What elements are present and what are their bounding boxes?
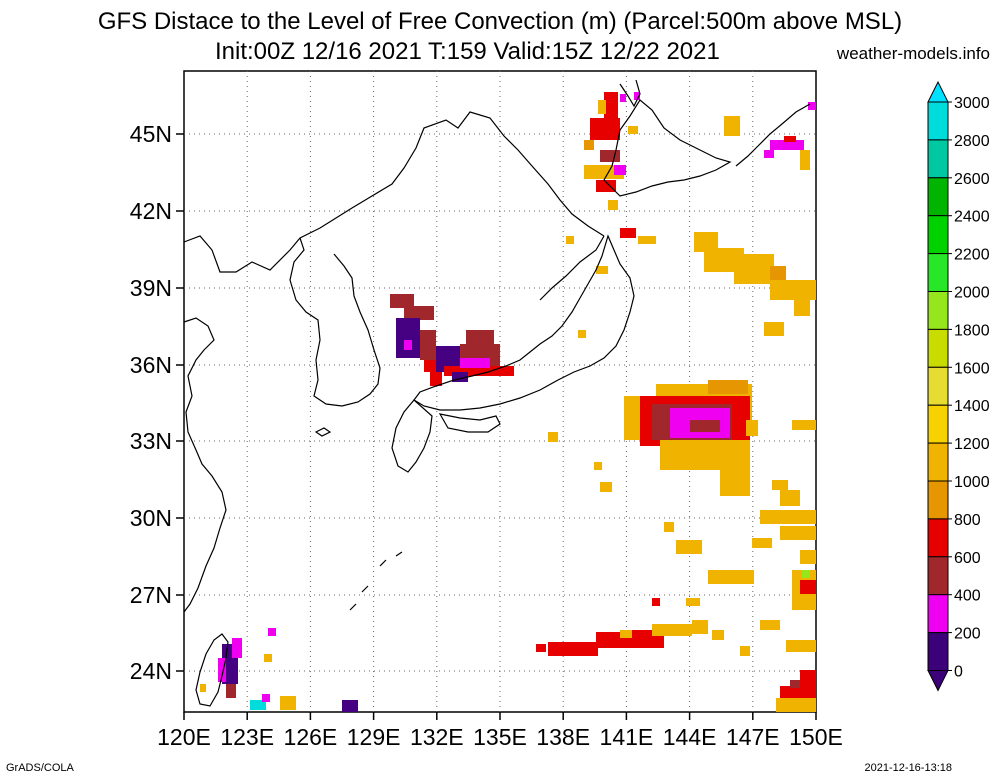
colorbar-band [927, 594, 949, 634]
colorbar-band [927, 518, 949, 558]
lon-label: 135E [473, 724, 527, 750]
lon-label: 120E [157, 724, 211, 750]
map-title: GFS Distace to the Level of Free Convect… [97, 8, 903, 35]
colorbar-band [927, 404, 949, 444]
colorbar-label: 1600 [954, 360, 990, 377]
coast-ryukyu [349, 551, 403, 611]
colorbar-label: 2400 [954, 209, 990, 226]
lon-label: 123E [220, 724, 274, 750]
site-label: weather-models.info [836, 44, 990, 63]
coast-kurils [735, 103, 811, 167]
coastlines [183, 79, 811, 707]
footer-credit: GrADS/COLA [6, 762, 74, 774]
colorbar-label: 2200 [954, 247, 990, 264]
lon-label: 138E [536, 724, 590, 750]
lon-label: 126E [284, 724, 338, 750]
lfc-field [200, 92, 816, 712]
patch-sea-of-japan [390, 294, 514, 386]
lon-axis: 120E 123E 126E 129E 132E 135E 138E 141E 144E 147E… [157, 712, 843, 750]
patch-south [536, 522, 816, 712]
footer-timestamp: 2021-12-16-13:18 [864, 762, 952, 774]
colorbar-band [927, 442, 949, 482]
colorbar-label: 800 [954, 512, 981, 529]
colorbar-bottom-arrow [927, 670, 949, 692]
coast-mainland [183, 111, 605, 273]
coast-shikoku [438, 413, 501, 433]
lat-label: 30N [130, 505, 172, 531]
coast-jeju [314, 427, 332, 437]
lat-label: 42N [130, 198, 172, 224]
lat-label: 24N [130, 658, 172, 684]
lat-label: 45N [130, 121, 172, 147]
coast-taiwan [195, 633, 229, 707]
lon-label: 147E [726, 724, 780, 750]
colorbar-band [927, 101, 949, 141]
lon-label: 144E [663, 724, 717, 750]
lon-label: 150E [789, 724, 843, 750]
patch-hokkaido [584, 92, 816, 244]
lat-label: 36N [130, 352, 172, 378]
colorbar-label: 600 [954, 550, 981, 567]
colorbar-band [927, 366, 949, 406]
coast-korea [289, 237, 381, 407]
coast-hokkaido [603, 99, 732, 197]
lat-axis: 45N 42N 39N 36N 33N 30N 27N 24N [130, 121, 184, 684]
colorbar-label: 3000 [954, 95, 990, 112]
colorbar-label: 0 [954, 664, 963, 681]
colorbar-label: 2600 [954, 171, 990, 188]
colorbar-label: 200 [954, 626, 981, 643]
coast-sakhalin [619, 79, 641, 108]
colorbar: 3000280026002400220020001800160014001200… [927, 80, 990, 692]
colorbar-band [927, 177, 949, 217]
colorbar-band [927, 139, 949, 179]
colorbar-band [927, 556, 949, 596]
patch-se-japan [548, 380, 816, 524]
map-subtitle: Init:00Z 12/16 2021 T:159 Valid:15Z 12/2… [215, 38, 720, 65]
colorbar-label: 2800 [954, 133, 990, 150]
colorbar-label: 1200 [954, 436, 990, 453]
colorbar-band [927, 291, 949, 330]
lat-label: 27N [130, 582, 172, 608]
colorbar-band [927, 253, 949, 293]
patch-ne-pacific [566, 232, 816, 338]
gridlines [184, 71, 816, 712]
lon-label: 141E [600, 724, 654, 750]
colorbar-band [927, 328, 949, 368]
colorbar-label: 1400 [954, 398, 990, 415]
lon-label: 132E [410, 724, 464, 750]
patch-taiwan [200, 628, 358, 712]
coast-china [183, 317, 227, 613]
colorbar-label: 400 [954, 588, 981, 605]
colorbar-band [927, 480, 949, 520]
lat-label: 33N [130, 428, 172, 454]
colorbar-label: 1000 [954, 474, 990, 491]
colorbar-top-arrow [927, 80, 949, 103]
coast-kyushu [391, 399, 433, 473]
coast-honshu [413, 234, 635, 411]
colorbar-label: 2000 [954, 285, 990, 302]
colorbar-band [927, 632, 949, 671]
colorbar-band [927, 215, 949, 255]
lat-label: 39N [130, 275, 172, 301]
colorbar-label: 1800 [954, 322, 990, 339]
lon-label: 129E [347, 724, 401, 750]
